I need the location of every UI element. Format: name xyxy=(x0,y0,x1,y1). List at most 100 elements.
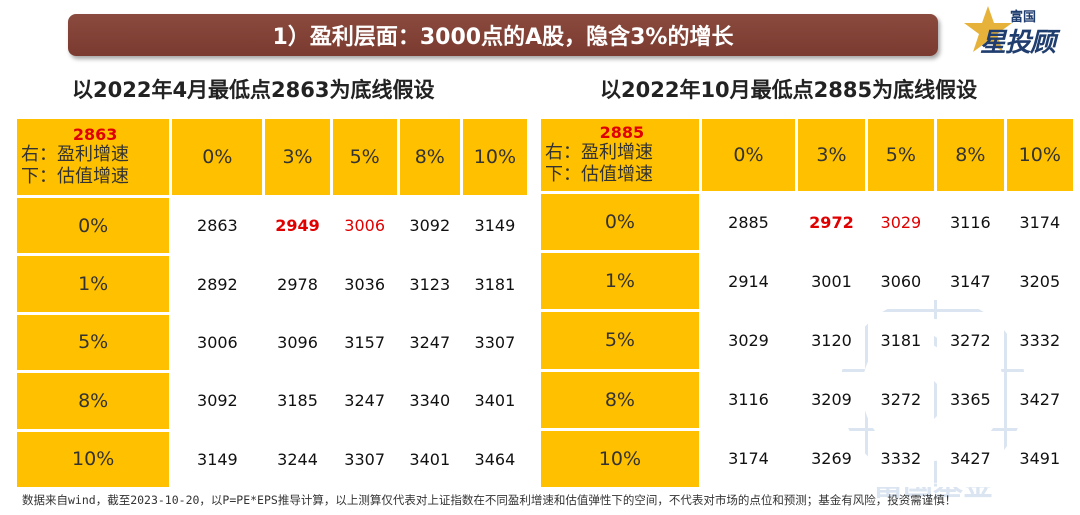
table-cell: 3464 xyxy=(462,431,527,487)
table-cell: 3365 xyxy=(937,371,1004,428)
table-cell-highlight: 2972 xyxy=(798,194,865,251)
row-header: 0% xyxy=(17,198,170,254)
table-cell: 3307 xyxy=(462,314,527,371)
table-row: 1% 2892 2978 3036 3123 3181 xyxy=(17,256,527,312)
col-header: 5% xyxy=(867,119,935,191)
table-cell: 3244 xyxy=(265,431,330,487)
table-cell: 3185 xyxy=(265,373,330,429)
footnote: 数据来自wind，截至2023-10-20，以P=PE*EPS推导计算，以上测算… xyxy=(22,493,957,507)
table-cell: 2885 xyxy=(701,194,796,251)
right-axis-label: 右：盈利增速 xyxy=(21,144,129,165)
table-cell: 3092 xyxy=(172,373,263,429)
table-cell: 3092 xyxy=(399,198,460,254)
table-cell: 3181 xyxy=(867,312,935,369)
table-cell: 3269 xyxy=(798,430,865,487)
table-cell: 3427 xyxy=(1006,371,1073,428)
col-header: 8% xyxy=(399,119,460,195)
table-cell: 3205 xyxy=(1006,253,1073,310)
row-header: 8% xyxy=(541,371,699,428)
corner-cell: 2885 右：盈利增速 下：估值增速 xyxy=(541,119,699,191)
col-header: 3% xyxy=(798,119,865,191)
left-sensitivity-table: 2863 右：盈利增速 下：估值增速 0% 3% 5% 8% 10% 0% 28… xyxy=(14,116,530,490)
table-cell: 3247 xyxy=(399,314,460,371)
down-axis-label: 下：估值增速 xyxy=(545,164,653,185)
table-cell: 3116 xyxy=(937,194,1004,251)
table-cell: 3209 xyxy=(798,371,865,428)
table-cell: 3116 xyxy=(701,371,796,428)
table-cell: 3401 xyxy=(399,431,460,487)
table-cell: 3181 xyxy=(462,256,527,312)
table-cell: 3427 xyxy=(937,430,1004,487)
table-row: 8% 3092 3185 3247 3340 3401 xyxy=(17,373,527,429)
corner-cell: 2863 右：盈利增速 下：估值增速 xyxy=(17,119,170,195)
table-cell: 3157 xyxy=(332,314,397,371)
left-subtitle: 以2022年4月最低点2863为底线假设 xyxy=(72,78,435,102)
brand-logo: 富国 星投顾 xyxy=(962,4,1072,58)
base-value: 2863 xyxy=(72,125,118,144)
col-header: 0% xyxy=(701,119,796,191)
table-cell: 2978 xyxy=(265,256,330,312)
table-cell: 3332 xyxy=(1006,312,1073,369)
table-cell: 3096 xyxy=(265,314,330,371)
right-subtitle: 以2022年10月最低点2885为底线假设 xyxy=(600,78,978,102)
col-header: 0% xyxy=(172,119,263,195)
table-row: 10% 3149 3244 3307 3401 3464 xyxy=(17,431,527,487)
table-cell: 3149 xyxy=(172,431,263,487)
table-cell: 3001 xyxy=(798,253,865,310)
table-cell: 3307 xyxy=(332,431,397,487)
col-header: 8% xyxy=(937,119,1004,191)
table-cell: 3272 xyxy=(867,371,935,428)
table-row: 5% 3029 3120 3181 3272 3332 xyxy=(541,312,1073,369)
right-axis-label: 右：盈利增速 xyxy=(545,142,653,163)
row-header: 5% xyxy=(541,312,699,369)
row-header: 1% xyxy=(17,256,170,312)
table-cell: 3340 xyxy=(399,373,460,429)
row-header: 1% xyxy=(541,253,699,310)
table-cell-highlight: 2949 xyxy=(265,198,330,254)
table-header-row: 2863 右：盈利增速 下：估值增速 0% 3% 5% 8% 10% xyxy=(17,119,527,195)
table-cell: 3247 xyxy=(332,373,397,429)
row-header: 5% xyxy=(17,314,170,371)
table-row: 0% 2863 2949 3006 3092 3149 xyxy=(17,198,527,254)
base-value: 2885 xyxy=(599,123,645,142)
table-cell-highlight: 3029 xyxy=(867,194,935,251)
table-cell: 3174 xyxy=(1006,194,1073,251)
table-cell: 3029 xyxy=(701,312,796,369)
table-row: 10% 3174 3269 3332 3427 3491 xyxy=(541,430,1073,487)
banner-title: 1）盈利层面：3000点的A股，隐含3%的增长 xyxy=(272,25,734,50)
page-banner: 1）盈利层面：3000点的A股，隐含3%的增长 xyxy=(68,14,938,56)
table-cell: 3123 xyxy=(399,256,460,312)
table-row: 0% 2885 2972 3029 3116 3174 xyxy=(541,194,1073,251)
col-header: 10% xyxy=(462,119,527,195)
table-cell: 3147 xyxy=(937,253,1004,310)
table-cell: 2863 xyxy=(172,198,263,254)
table-cell-highlight: 3006 xyxy=(332,198,397,254)
table-row: 8% 3116 3209 3272 3365 3427 xyxy=(541,371,1073,428)
row-header: 8% xyxy=(17,373,170,429)
table-cell: 3149 xyxy=(462,198,527,254)
row-header: 10% xyxy=(541,430,699,487)
right-sensitivity-table: 2885 右：盈利增速 下：估值增速 0% 3% 5% 8% 10% 0% 28… xyxy=(538,116,1076,490)
table-cell: 3006 xyxy=(172,314,263,371)
table-row: 5% 3006 3096 3157 3247 3307 xyxy=(17,314,527,371)
table-row: 1% 2914 3001 3060 3147 3205 xyxy=(541,253,1073,310)
table-cell: 3120 xyxy=(798,312,865,369)
row-header: 0% xyxy=(541,194,699,251)
table-cell: 2892 xyxy=(172,256,263,312)
row-header: 10% xyxy=(17,431,170,487)
table-cell: 2914 xyxy=(701,253,796,310)
star-icon xyxy=(964,6,1012,52)
table-cell: 3060 xyxy=(867,253,935,310)
table-cell: 3272 xyxy=(937,312,1004,369)
table-cell: 3491 xyxy=(1006,430,1073,487)
table-cell: 3174 xyxy=(701,430,796,487)
table-cell: 3036 xyxy=(332,256,397,312)
table-cell: 3332 xyxy=(867,430,935,487)
logo-small-text: 富国 xyxy=(1010,10,1037,25)
logo-big-text: 星投顾 xyxy=(980,28,1056,58)
table-header-row: 2885 右：盈利增速 下：估值增速 0% 3% 5% 8% 10% xyxy=(541,119,1073,191)
col-header: 3% xyxy=(265,119,330,195)
table-cell: 3401 xyxy=(462,373,527,429)
col-header: 5% xyxy=(332,119,397,195)
col-header: 10% xyxy=(1006,119,1073,191)
